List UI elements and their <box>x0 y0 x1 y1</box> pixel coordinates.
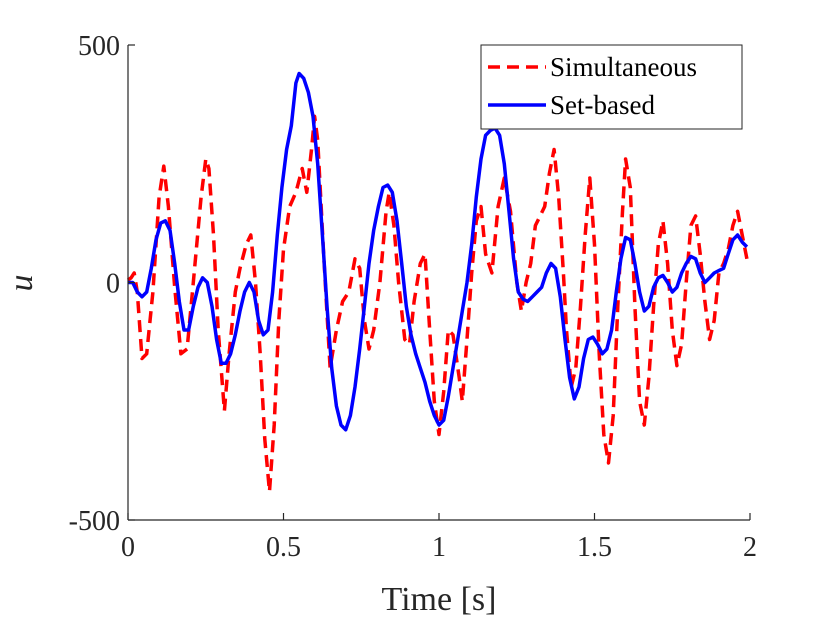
legend-box <box>480 44 743 130</box>
legend-label-set-based: Set-based <box>550 90 655 120</box>
legend: Simultaneous Set-based <box>480 44 743 130</box>
plot-area <box>126 71 749 494</box>
y-tick-label: 500 <box>78 31 120 62</box>
x-tick-label: 0 <box>121 532 135 563</box>
y-axis-label: u <box>3 275 40 292</box>
x-tick-label: 0.5 <box>266 532 301 563</box>
x-tick-label: 2 <box>743 532 757 563</box>
x-tick-label: 1 <box>432 532 446 563</box>
series-line-simultaneous <box>126 114 749 494</box>
series-line-set-based <box>128 71 749 432</box>
x-tick-label: 1.5 <box>577 532 612 563</box>
y-tick-label: -500 <box>69 506 120 537</box>
legend-label-simultaneous: Simultaneous <box>550 52 697 82</box>
axes <box>127 44 751 521</box>
y-tick-label: 0 <box>106 269 120 300</box>
x-axis-label: Time [s] <box>382 581 497 618</box>
